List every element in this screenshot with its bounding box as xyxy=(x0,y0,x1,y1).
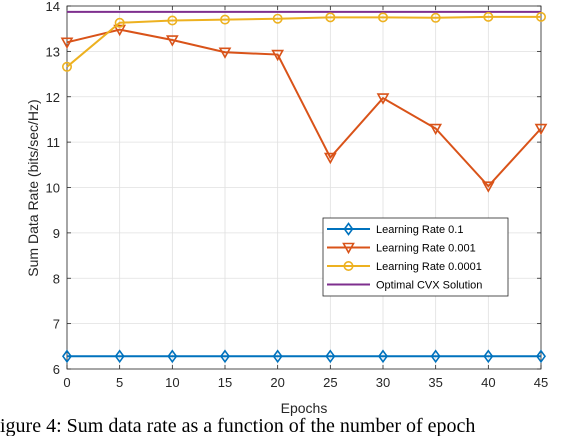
y-tick-label: 11 xyxy=(47,135,61,150)
x-tick-label: 5 xyxy=(116,375,123,390)
series-line xyxy=(66,15,541,68)
series-line xyxy=(66,28,542,188)
data-point xyxy=(377,12,388,23)
y-tick-label: 7 xyxy=(53,317,60,332)
data-point xyxy=(218,47,232,59)
data-point xyxy=(429,123,443,136)
x-axis-tick-labels: 0 5 10 15 20 25 30 35 40 45 xyxy=(63,375,548,390)
legend-label: Optimal CVX Solution xyxy=(376,280,482,292)
data-point xyxy=(114,17,125,28)
data-point xyxy=(61,61,72,72)
legend-item: Optimal CVX Solution xyxy=(327,280,482,292)
data-point xyxy=(62,349,72,364)
data-point xyxy=(113,24,127,37)
data-point xyxy=(272,349,283,364)
legend-marker xyxy=(343,222,354,236)
data-point xyxy=(325,12,336,23)
y-tick-label: 12 xyxy=(46,90,60,105)
data-point xyxy=(325,349,336,364)
legend-items: Learning Rate 0.1 Learning Rate 0.001 Lear… xyxy=(327,222,482,292)
x-tick-label: 45 xyxy=(534,375,548,390)
data-point xyxy=(271,49,285,62)
x-tick-label: 20 xyxy=(270,375,284,390)
data-point xyxy=(430,12,441,23)
axis-ticks xyxy=(66,5,542,370)
data-point xyxy=(167,349,178,364)
y-axis-title: Sum Data Rate (bits/sec/Hz) xyxy=(25,99,41,276)
legend-item: Learning Rate 0.001 xyxy=(327,243,476,255)
line-chart: 0 5 10 15 20 25 30 35 40 45 6 7 8 9 10 11 12 13 14 Epochs… xyxy=(25,0,548,416)
data-point xyxy=(60,37,74,49)
data-point xyxy=(483,11,494,22)
x-tick-label: 25 xyxy=(323,375,337,390)
data-point xyxy=(165,35,179,47)
data-point xyxy=(167,15,178,26)
legend-marker xyxy=(343,260,354,271)
x-tick-label: 30 xyxy=(376,375,390,390)
y-axis-tick-labels: 6 7 8 9 10 11 12 13 14 xyxy=(46,0,60,377)
data-point xyxy=(430,349,441,364)
data-point xyxy=(378,349,388,364)
legend-label: Learning Rate 0.0001 xyxy=(376,261,482,273)
x-axis-title: Epochs xyxy=(281,400,328,416)
data-point xyxy=(376,93,390,105)
y-tick-label: 8 xyxy=(53,271,60,286)
y-tick-label: 6 xyxy=(53,362,60,377)
x-tick-label: 35 xyxy=(428,375,442,390)
data-point xyxy=(481,181,495,193)
y-tick-label: 14 xyxy=(46,0,60,14)
data-point xyxy=(220,349,230,364)
series-2 xyxy=(60,24,548,193)
legend: Learning Rate 0.1 Learning Rate 0.001 Lear… xyxy=(322,217,509,297)
data-point xyxy=(323,152,337,165)
figure-caption: igure 4: Sum data rate as a function of … xyxy=(0,416,476,436)
legend-marker xyxy=(342,242,355,255)
y-tick-label: 13 xyxy=(46,44,60,59)
data-point xyxy=(534,123,548,136)
x-tick-label: 0 xyxy=(63,375,70,390)
x-tick-label: 40 xyxy=(481,375,495,390)
y-tick-label: 9 xyxy=(53,226,60,241)
data-point xyxy=(272,13,283,24)
data-point xyxy=(483,349,494,364)
x-tick-label: 10 xyxy=(165,375,179,390)
data-point xyxy=(114,349,125,364)
legend-label: Learning Rate 0.1 xyxy=(376,224,463,236)
data-point xyxy=(535,11,546,22)
data-point xyxy=(536,349,546,364)
y-tick-label: 10 xyxy=(46,181,60,196)
series-layer xyxy=(60,10,548,364)
legend-box xyxy=(322,217,509,297)
legend-label: Learning Rate 0.001 xyxy=(376,243,476,255)
x-tick-label: 15 xyxy=(218,375,232,390)
legend-item: Learning Rate 0.0001 xyxy=(327,260,482,273)
series-1 xyxy=(62,349,546,364)
data-point xyxy=(220,14,231,25)
legend-item: Learning Rate 0.1 xyxy=(327,222,463,236)
series-3 xyxy=(61,11,546,72)
